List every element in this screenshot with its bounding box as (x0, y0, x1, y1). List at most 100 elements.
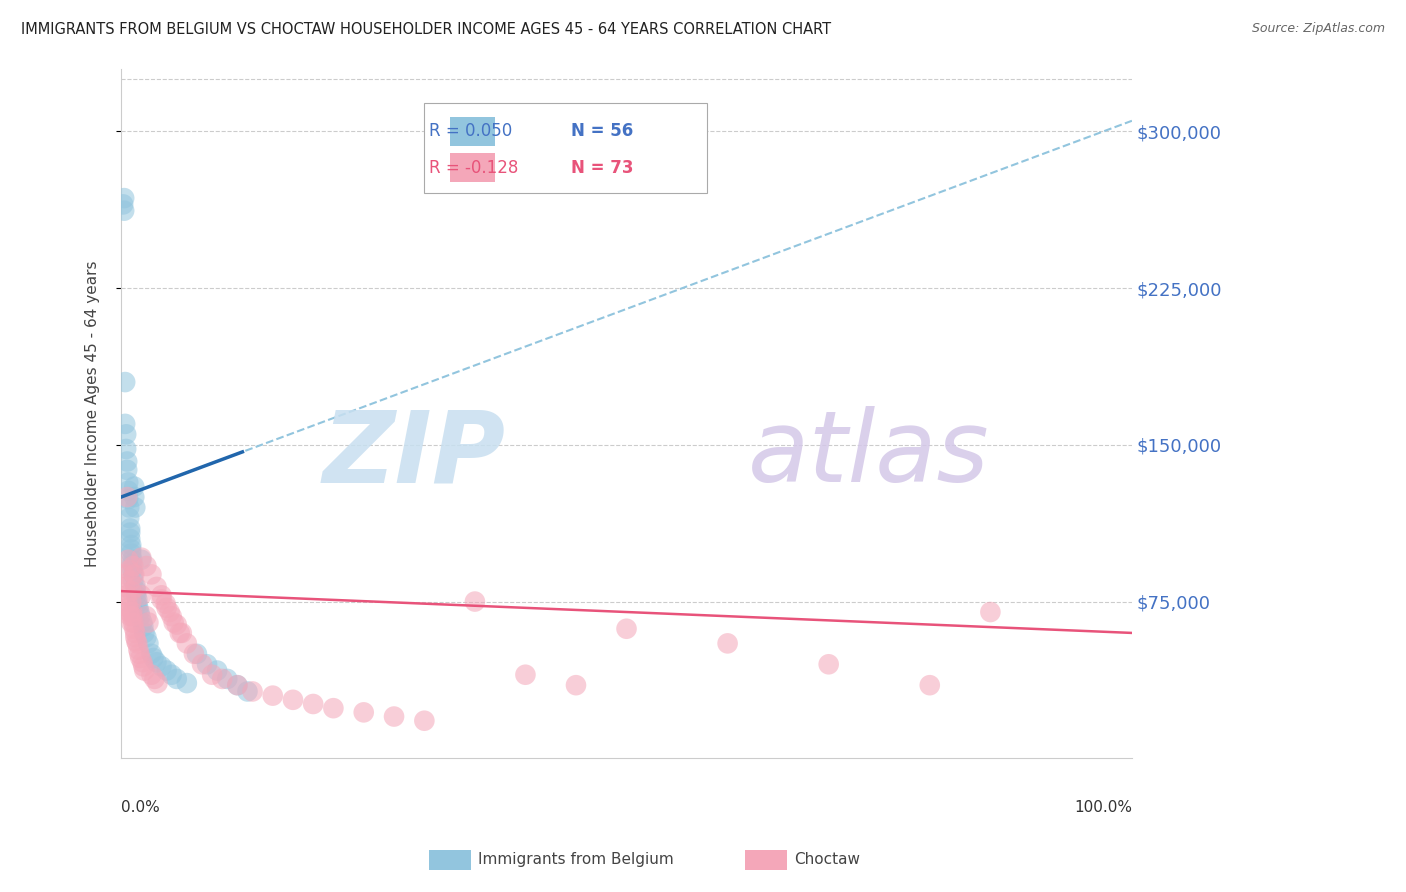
Point (120, 574, 142, 588)
Point (118, 605, 141, 619)
Text: IMMIGRANTS FROM BELGIUM VS CHOCTAW HOUSEHOLDER INCOME AGES 45 - 64 YEARS CORRELA: IMMIGRANTS FROM BELGIUM VS CHOCTAW HOUSE… (21, 22, 831, 37)
Point (131, 550, 153, 565)
Point (141, 567, 163, 582)
Point (166, 672, 188, 686)
Point (163, 615, 186, 630)
Point (127, 642, 149, 657)
Point (125, 634, 148, 648)
Point (121, 553, 143, 567)
Point (125, 580, 148, 594)
Point (128, 647, 150, 661)
Point (150, 659, 173, 673)
Point (141, 667, 163, 681)
Point (118, 511, 141, 525)
Point (141, 647, 163, 661)
Point (121, 605, 143, 619)
Point (217, 672, 239, 686)
Point (124, 500, 146, 515)
Point (125, 588, 148, 602)
Point (226, 678, 249, 692)
Point (114, 580, 136, 594)
Point (131, 588, 153, 602)
Text: N = 56: N = 56 (571, 122, 633, 140)
Point (122, 615, 145, 630)
Point (121, 609, 143, 624)
Point (112, 203, 135, 218)
Point (145, 655, 167, 669)
Point (127, 597, 149, 611)
Point (114, 417, 136, 431)
Point (262, 689, 284, 703)
Point (124, 626, 146, 640)
Point (129, 609, 152, 624)
Point (156, 664, 179, 678)
Point (226, 678, 249, 692)
Point (121, 563, 143, 577)
Point (124, 567, 146, 582)
Point (117, 600, 139, 615)
Text: R = 0.050: R = 0.050 (429, 122, 513, 140)
Point (120, 521, 142, 535)
Point (176, 636, 198, 650)
Point (122, 567, 145, 582)
Point (112, 567, 135, 582)
Point (115, 463, 138, 477)
Point (120, 594, 142, 608)
Point (124, 480, 146, 494)
Point (128, 605, 150, 619)
Point (112, 191, 135, 205)
Point (145, 580, 167, 594)
Point (115, 427, 138, 442)
Point (211, 672, 233, 686)
Point (135, 559, 157, 574)
Point (127, 600, 149, 615)
Point (176, 676, 198, 690)
Point (120, 542, 142, 557)
Point (132, 620, 155, 634)
Point (125, 584, 148, 599)
FancyBboxPatch shape (450, 153, 495, 182)
Point (134, 626, 156, 640)
Point (127, 636, 149, 650)
Point (131, 553, 153, 567)
Point (817, 657, 839, 672)
Point (160, 609, 183, 624)
Point (413, 714, 436, 728)
Point (159, 605, 181, 619)
Point (236, 684, 259, 698)
Point (616, 622, 638, 636)
Text: N = 73: N = 73 (571, 159, 634, 177)
Point (124, 490, 146, 504)
Point (150, 588, 173, 602)
Point (322, 701, 344, 715)
Point (170, 626, 193, 640)
Point (183, 647, 205, 661)
Point (160, 667, 183, 681)
FancyBboxPatch shape (425, 103, 707, 193)
Point (120, 615, 142, 630)
Point (150, 592, 173, 607)
Point (281, 693, 304, 707)
Point (515, 667, 537, 681)
Point (382, 709, 405, 723)
Point (120, 609, 142, 624)
Point (122, 574, 145, 588)
Point (115, 490, 138, 504)
Point (146, 676, 169, 690)
Point (138, 615, 160, 630)
Point (120, 532, 142, 546)
Point (186, 647, 208, 661)
Point (191, 657, 214, 672)
Y-axis label: Householder Income Ages 45 - 64 years: Householder Income Ages 45 - 64 years (86, 260, 100, 566)
Point (132, 659, 155, 673)
Text: 0.0%: 0.0% (121, 800, 160, 814)
Point (353, 706, 375, 720)
Text: atlas: atlas (748, 407, 990, 503)
Text: R = -0.128: R = -0.128 (429, 159, 519, 177)
Point (166, 617, 188, 632)
Point (117, 553, 139, 567)
Point (201, 667, 224, 681)
Point (918, 678, 941, 692)
Point (120, 525, 142, 540)
Point (464, 594, 486, 608)
